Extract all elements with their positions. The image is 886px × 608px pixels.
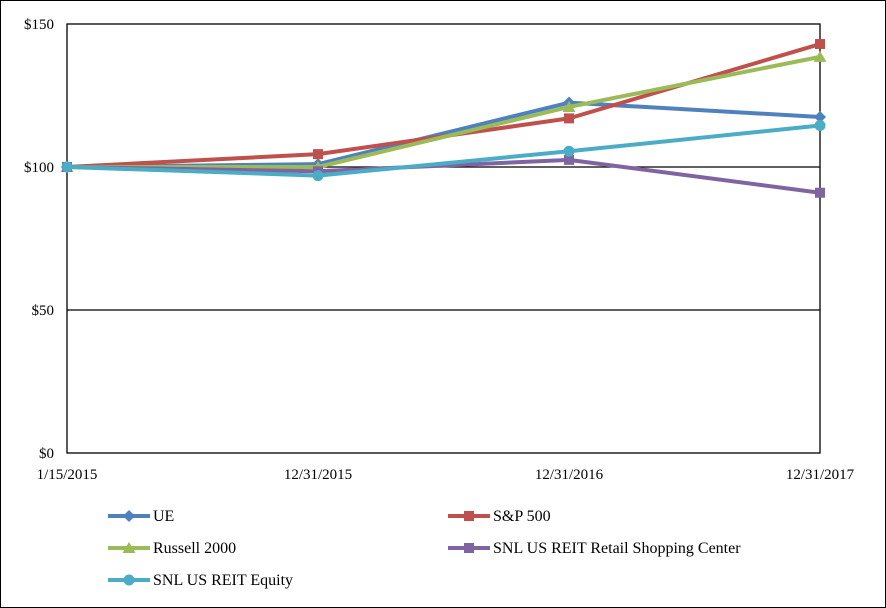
series-line-snl-us-reit-retail-shopping-center bbox=[65, 157, 822, 195]
data-point-snl-us-reit-equity bbox=[814, 120, 826, 132]
legend-label: SNL US REIT Equity bbox=[153, 572, 293, 589]
legend-item-snl-us-reit-retail-shopping-center: SNL US REIT Retail Shopping Center bbox=[448, 540, 741, 557]
y-axis-ticks: $0 $50 $100 $150 bbox=[24, 17, 54, 462]
data-point-snl-us-reit-equity bbox=[61, 161, 73, 173]
legend-marker bbox=[464, 543, 474, 553]
data-point-snl-us-reit-equity bbox=[312, 170, 324, 182]
data-point-sandp-500 bbox=[815, 39, 825, 50]
data-point-russell-2000 bbox=[813, 50, 827, 62]
legend-item-snl-us-reit-equity: SNL US REIT Equity bbox=[108, 572, 293, 589]
x-axis-ticks: 1/15/2015 12/31/2015 12/31/2016 12/31/2017 bbox=[37, 467, 855, 483]
data-point-snl-us-reit-retail-shopping-center bbox=[815, 187, 825, 198]
x-tick-label: 12/31/2017 bbox=[786, 467, 855, 483]
plot-area bbox=[66, 23, 821, 454]
legend-item-russell-2000: Russell 2000 bbox=[108, 540, 236, 557]
legend-item-ue: UE bbox=[108, 508, 174, 525]
x-tick-label: 1/15/2015 bbox=[37, 467, 98, 483]
x-tick-label: 12/31/2015 bbox=[284, 467, 352, 483]
data-point-russell-2000 bbox=[562, 100, 576, 112]
legend-label: Russell 2000 bbox=[153, 540, 236, 557]
legend-marker bbox=[464, 511, 474, 521]
legend: UE S&P 500 Russell 2000 SNL US REIT Retail … bbox=[108, 508, 741, 589]
y-tick-label: $100 bbox=[24, 160, 54, 176]
data-point-sandp-500 bbox=[313, 149, 323, 160]
legend-item-sandp-500: S&P 500 bbox=[448, 508, 551, 525]
series-line-russell-2000 bbox=[65, 54, 822, 169]
data-point-ue bbox=[814, 110, 826, 123]
gridlines bbox=[67, 166, 820, 311]
legend-marker bbox=[123, 510, 135, 522]
y-tick-label: $0 bbox=[39, 446, 54, 462]
legend-marker bbox=[123, 574, 135, 586]
legend-label: SNL US REIT Retail Shopping Center bbox=[493, 540, 741, 557]
series-line-snl-us-reit-equity bbox=[65, 123, 822, 178]
y-tick-label: $50 bbox=[32, 303, 55, 319]
series-lines bbox=[60, 39, 827, 198]
y-tick-label: $150 bbox=[24, 17, 54, 33]
x-tick-label: 12/31/2016 bbox=[535, 467, 604, 483]
data-point-sandp-500 bbox=[564, 113, 574, 124]
legend-marker bbox=[122, 542, 136, 553]
legend-label: S&P 500 bbox=[493, 508, 551, 525]
data-point-snl-us-reit-retail-shopping-center bbox=[564, 154, 574, 165]
series-sandp-500 bbox=[62, 39, 825, 172]
series-snl-us-reit-equity bbox=[61, 120, 826, 182]
legend-label: UE bbox=[153, 508, 174, 525]
series-line-sandp-500 bbox=[65, 42, 822, 169]
data-point-snl-us-reit-equity bbox=[563, 145, 575, 157]
